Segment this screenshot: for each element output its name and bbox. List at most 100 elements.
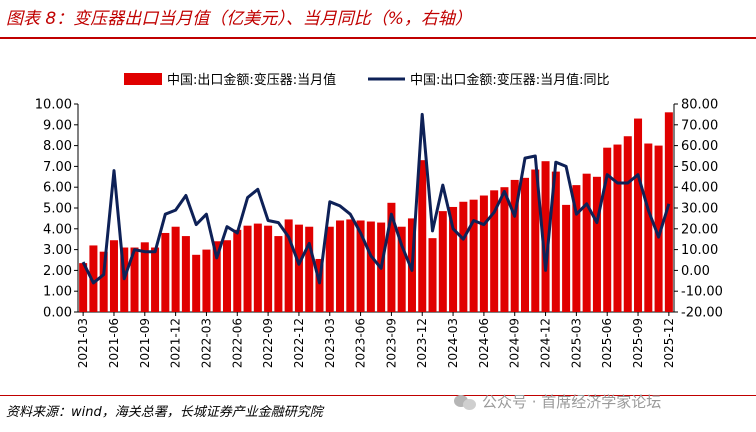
x-tick-label: 2021-03 xyxy=(76,318,90,368)
bar-2024-09 xyxy=(510,179,519,312)
bar-2024-11 xyxy=(531,169,540,312)
legend-swatch-bar xyxy=(124,73,162,85)
y-right-tick-label: 70.00 xyxy=(681,118,718,133)
footer-divider xyxy=(0,395,756,396)
yoy-line xyxy=(81,112,671,285)
y-left-tick-label: 3.00 xyxy=(43,243,72,258)
x-tick-label: 2021-12 xyxy=(169,318,183,368)
bar-2022-12 xyxy=(294,224,303,312)
legend-label-line: 中国:出口金额:变压器:当月值:同比 xyxy=(410,72,610,88)
bar-2025-03 xyxy=(572,185,581,312)
bar-2025-08 xyxy=(623,136,632,312)
x-tick-label: 2024-12 xyxy=(539,318,553,368)
source-note: 资料来源：wind，海关总署，长城证券产业金融研究院 xyxy=(6,405,323,420)
x-tick-label: 2024-03 xyxy=(446,318,460,368)
bar-2023-01 xyxy=(305,226,314,312)
bar-2021-03 xyxy=(79,263,88,312)
y-left-tick-label: 7.00 xyxy=(43,160,72,175)
bar-2025-09 xyxy=(634,118,643,312)
bar-2023-05 xyxy=(346,219,355,312)
x-tick-label: 2025-06 xyxy=(600,318,614,368)
bar-2025-11 xyxy=(654,145,663,312)
bar-2021-11 xyxy=(161,232,170,312)
bar-2022-06 xyxy=(233,229,242,312)
x-tick-label: 2023-09 xyxy=(384,318,398,368)
bar-2021-12 xyxy=(171,226,180,312)
bar-2023-02 xyxy=(315,258,324,312)
bar-2023-07 xyxy=(366,221,375,312)
x-tick-label: 2025-09 xyxy=(631,318,645,368)
bar-2023-10 xyxy=(397,226,406,312)
bar-2024-01 xyxy=(428,238,437,312)
bar-2023-09 xyxy=(387,202,396,312)
x-tick-label: 2024-06 xyxy=(477,318,491,368)
bar-2023-06 xyxy=(356,220,365,312)
y-right-tick-label: 50.00 xyxy=(681,160,718,175)
bar-2025-05 xyxy=(592,176,601,312)
bar-2025-01 xyxy=(551,171,560,312)
x-tick-label: 2022-06 xyxy=(230,318,244,368)
bar-2025-12 xyxy=(664,112,673,312)
bar-2024-03 xyxy=(449,206,458,312)
chart-title: 图表 8：变压器出口当月值（亿美元）、当月同比（%，右轴） xyxy=(6,9,472,29)
x-tick-label: 2024-09 xyxy=(508,318,522,368)
x-tick-label: 2023-12 xyxy=(415,318,429,368)
bar-2024-02 xyxy=(438,211,447,312)
y-left-tick-label: 5.00 xyxy=(43,202,72,217)
bar-2022-08 xyxy=(253,223,262,312)
bar-2023-04 xyxy=(336,220,345,312)
wechat-icon xyxy=(454,393,476,411)
bar-2021-05 xyxy=(99,251,108,312)
title-divider xyxy=(0,37,756,39)
bar-2021-08 xyxy=(130,247,139,312)
bar-2024-10 xyxy=(520,177,530,312)
y-right-tick-label: 0.00 xyxy=(681,264,710,279)
x-tick-label: 2025-12 xyxy=(662,318,676,368)
bar-2025-06 xyxy=(603,147,612,312)
bar-2022-11 xyxy=(284,219,293,312)
bar-2025-02 xyxy=(562,204,571,312)
y-right-tick-label: -20.00 xyxy=(681,306,723,321)
bar-2022-04 xyxy=(212,241,221,312)
x-tick-label: 2021-06 xyxy=(107,318,121,368)
x-tick-label: 2023-06 xyxy=(354,318,368,368)
bar-2025-04 xyxy=(582,173,591,312)
bar-2024-04 xyxy=(459,201,468,312)
bar-2025-07 xyxy=(613,144,622,312)
bar-2025-10 xyxy=(644,143,653,312)
bar-2022-07 xyxy=(243,225,252,312)
y-right-tick-label: 60.00 xyxy=(681,139,718,154)
bar-2022-01 xyxy=(181,236,190,312)
watermark-text: 公众号 · 首席经济学家论坛 xyxy=(482,393,662,411)
bar-2022-03 xyxy=(202,249,211,312)
bar-2024-08 xyxy=(500,187,509,312)
y-left-tick-label: 8.00 xyxy=(43,139,72,154)
bar-2022-02 xyxy=(192,254,201,312)
y-right-tick-label: -10.00 xyxy=(681,285,723,300)
y-left-tick-label: 1.00 xyxy=(43,285,72,300)
bar-2021-09 xyxy=(140,242,149,312)
x-tick-label: 2022-09 xyxy=(261,318,275,368)
chart: 中国:出口金额:变压器:当月值 中国:出口金额:变压器:当月值:同比 0.00 1.0… xyxy=(35,72,723,368)
bar-2023-03 xyxy=(325,226,334,312)
bar-2024-12 xyxy=(541,161,550,312)
bar-2021-06 xyxy=(109,240,118,312)
bar-2022-09 xyxy=(264,225,273,312)
y-left-tick-label: 6.00 xyxy=(43,181,72,196)
x-tick-label: 2022-12 xyxy=(292,318,306,368)
x-tick-label: 2021-09 xyxy=(138,318,152,368)
y-right-tick-label: 20.00 xyxy=(681,222,718,237)
y-left-tick-label: 9.00 xyxy=(43,118,72,133)
x-tick-label: 2022-03 xyxy=(199,318,213,368)
y-right-tick-label: 30.00 xyxy=(681,202,718,217)
y-right-tick-label: 10.00 xyxy=(681,243,718,258)
bar-2024-06 xyxy=(479,195,488,312)
bar-2021-04 xyxy=(89,245,98,312)
x-tick-label: 2023-03 xyxy=(323,318,337,368)
bar-2023-12 xyxy=(418,160,427,312)
y-left-tick-label: 0.00 xyxy=(43,306,72,321)
y-right-tick-label: 40.00 xyxy=(681,181,718,196)
bar-2024-05 xyxy=(469,199,478,312)
y-left-tick-label: 4.00 xyxy=(43,222,72,237)
x-tick-label: 2025-03 xyxy=(569,318,583,368)
